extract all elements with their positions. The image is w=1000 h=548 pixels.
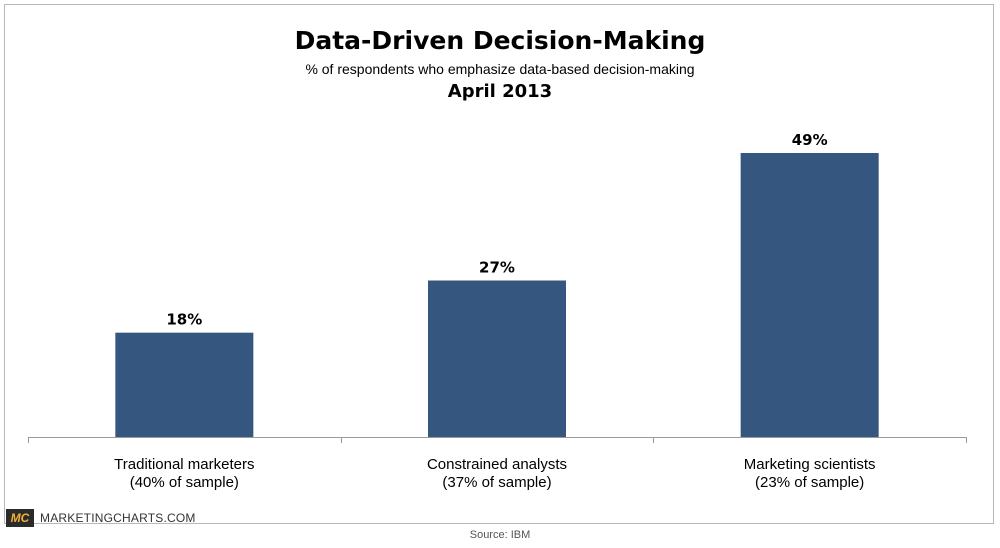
bar — [115, 332, 254, 437]
bar — [428, 280, 566, 437]
category-sample-label: (40% of sample) — [130, 474, 239, 491]
data-label: 18% — [166, 311, 202, 329]
source-note: Source: IBM — [469, 529, 531, 541]
category-label: Marketing scientists — [744, 456, 876, 473]
chart-subtitle: % of respondents who emphasize data-base… — [305, 61, 695, 77]
brand-logo: MC — [6, 509, 34, 527]
chart-title: Data-Driven Decision-Making — [294, 26, 706, 55]
data-label: 49% — [792, 131, 828, 149]
category-label: Constrained analysts — [427, 456, 567, 473]
category-sample-label: (37% of sample) — [442, 474, 551, 491]
category-sample-label: (23% of sample) — [755, 474, 864, 491]
data-label: 27% — [479, 259, 515, 277]
chart-date: April 2013 — [447, 81, 553, 102]
brand: MC MARKETINGCHARTS.COM — [6, 508, 196, 528]
bar — [740, 153, 879, 437]
category-label: Traditional marketers — [114, 456, 254, 473]
brand-name: MARKETINGCHARTS.COM — [40, 511, 196, 525]
